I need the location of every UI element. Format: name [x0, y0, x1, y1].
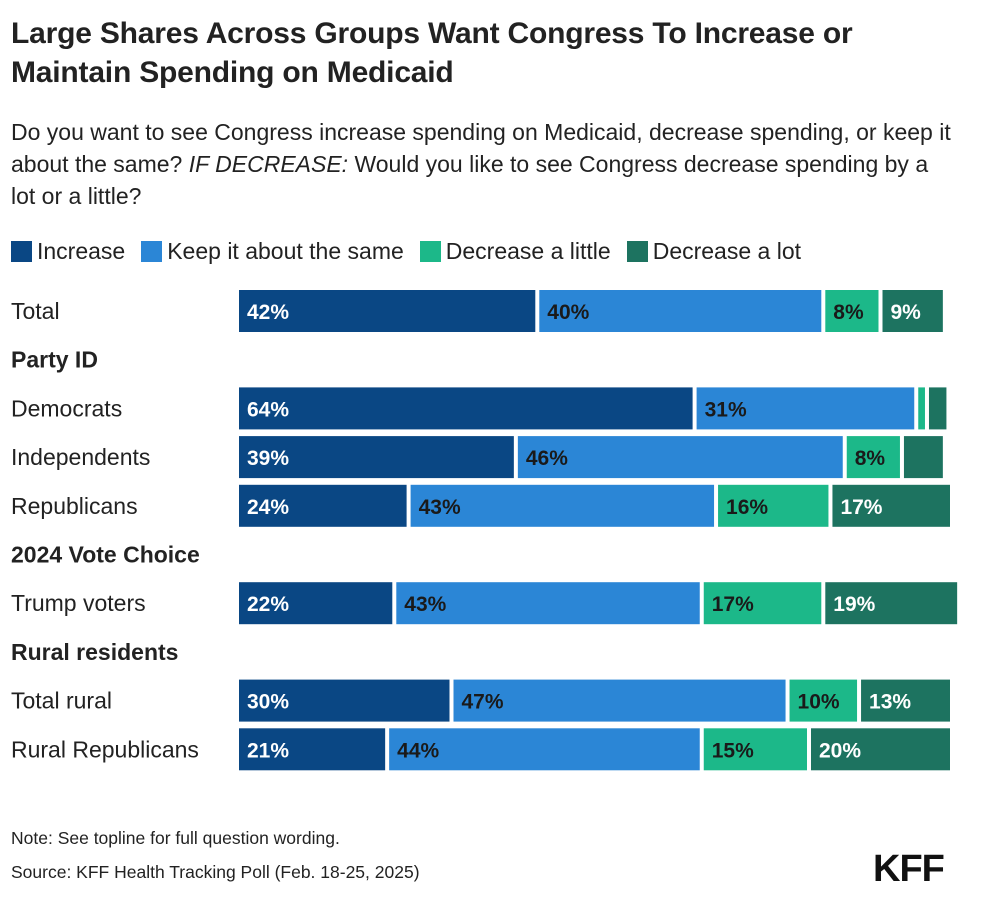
bar-segment: [396, 582, 700, 625]
chart-note: Note: See topline for full question word…: [11, 828, 340, 848]
bar-segment: [789, 679, 858, 722]
legend-item-0: Increase: [11, 238, 125, 265]
chart-title: Large Shares Across Groups Want Congress…: [11, 17, 853, 89]
data-label: 13%: [869, 691, 911, 714]
data-label: 17%: [712, 593, 754, 616]
bar-segment: [928, 387, 947, 430]
data-label: 10%: [798, 691, 840, 714]
data-label: 8%: [855, 447, 886, 470]
bar-segment: [539, 290, 822, 332]
chart-legend: Increase Keep it about the same Decrease a…: [11, 234, 817, 268]
data-label: 19%: [833, 593, 875, 616]
bar-segment: [239, 387, 693, 430]
bar-segment: [239, 679, 450, 722]
legend-swatch: [419, 240, 441, 262]
data-label: 22%: [247, 593, 289, 616]
bar-segment: [239, 582, 393, 625]
subtitle-emphasis: IF DECREASE:: [188, 151, 349, 177]
bar-segment: [846, 436, 900, 479]
data-label: 44%: [397, 739, 439, 762]
data-label: 30%: [247, 691, 289, 714]
bar-segment: [239, 290, 536, 332]
bar-segment: [389, 728, 700, 771]
chart-source: Source: KFF Health Tracking Poll (Feb. 1…: [11, 862, 420, 882]
data-label: 40%: [547, 301, 589, 324]
bar-segment: [410, 484, 715, 527]
data-label: 43%: [404, 593, 446, 616]
legend-label: Increase: [37, 237, 126, 264]
group-header: Party ID: [11, 347, 98, 373]
data-label: 9%: [891, 301, 922, 324]
bar-segment: [453, 679, 786, 722]
data-label: 17%: [840, 496, 882, 519]
bar-segment: [239, 728, 386, 771]
bar-segment: [239, 484, 407, 527]
stacked-bar-chart: Total 42% 40% 8% 9% Party ID Democrats 64% 31% In…: [11, 290, 958, 771]
row-label: Total: [11, 298, 60, 324]
bar-segment: [811, 728, 950, 771]
data-label: 21%: [247, 739, 289, 762]
subtitle-part2: Would you like to see Congress decrease …: [11, 151, 929, 209]
data-label: 20%: [819, 739, 861, 762]
data-label: 24%: [247, 496, 289, 519]
row-label: Trump voters: [11, 590, 146, 616]
row-label: Total rural: [11, 688, 112, 714]
data-label: 39%: [247, 447, 289, 470]
data-label: 8%: [833, 301, 864, 324]
subtitle-part1: Do you want to see Congress increase spe…: [11, 119, 951, 177]
row-label: Rural Republicans: [11, 736, 199, 762]
bar-segment: [882, 290, 943, 332]
bar-segment: [918, 387, 925, 430]
row-label: Independents: [11, 444, 150, 470]
bar-segment: [825, 582, 958, 625]
data-label: 42%: [247, 301, 289, 324]
legend-swatch: [626, 240, 648, 262]
group-header: Rural residents: [11, 639, 178, 665]
bar-segment: [696, 387, 915, 430]
bar-segment: [239, 436, 514, 479]
data-label: 31%: [705, 398, 747, 421]
legend-item-2: Decrease a little: [419, 237, 611, 265]
bar-segment: [903, 436, 943, 479]
kff-logo: KFF: [873, 848, 945, 890]
data-label: 46%: [526, 447, 568, 470]
bar-segment: [832, 484, 950, 527]
chart-subtitle: Do you want to see Congress increase spe…: [11, 116, 951, 212]
row-label: Republicans: [11, 493, 138, 519]
legend-label: Decrease a little: [445, 237, 611, 264]
group-header: 2024 Vote Choice: [11, 542, 200, 568]
legend-swatch: [141, 240, 163, 262]
legend-label: Keep it about the same: [167, 237, 404, 264]
legend-label: Decrease a lot: [652, 237, 802, 264]
data-label: 15%: [712, 739, 754, 762]
bar-segment: [718, 484, 829, 527]
data-label: 43%: [419, 496, 461, 519]
legend-item-1: Keep it about the same: [141, 238, 404, 265]
data-label: 64%: [247, 398, 289, 421]
bar-segment: [861, 679, 950, 722]
bar-segment: [825, 290, 879, 332]
row-label: Democrats: [11, 395, 122, 421]
data-label: 47%: [462, 691, 504, 714]
bar-segment: [703, 582, 822, 625]
legend-swatch: [11, 240, 32, 262]
legend-item-3: Decrease a lot: [626, 237, 802, 265]
data-label: 16%: [726, 496, 768, 519]
bar-segment: [517, 436, 843, 479]
bar-segment: [703, 728, 807, 771]
